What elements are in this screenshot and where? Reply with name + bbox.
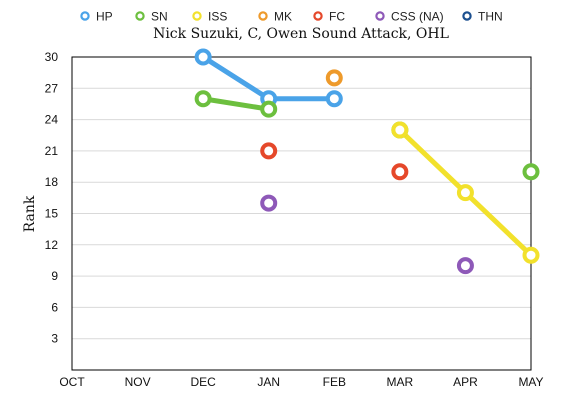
point-5-1 — [456, 257, 474, 275]
legend-marker-1 — [135, 11, 145, 21]
legend-label-3: MK — [274, 10, 292, 24]
y-tick-3: 3 — [51, 332, 58, 346]
legend-label-6: THN — [478, 10, 503, 24]
point-1-3 — [522, 163, 540, 181]
point-0-0 — [194, 48, 212, 66]
x-tick-jan: JAN — [257, 375, 280, 389]
legend-marker-3 — [258, 11, 268, 21]
x-tick-feb: FEB — [323, 375, 346, 389]
x-tick-oct: OCT — [59, 375, 85, 389]
legend-label-4: FC — [329, 10, 345, 24]
point-4-1 — [391, 163, 409, 181]
point-2-1 — [456, 184, 474, 202]
chart-title: Nick Suzuki, C, Owen Sound Attack, OHL — [153, 26, 449, 42]
x-tick-mar: MAR — [387, 375, 414, 389]
legend: HP SN ISS MK FC CSS (NA) THN — [80, 10, 503, 24]
legend-marker-0 — [80, 11, 90, 21]
x-tick-dec: DEC — [190, 375, 216, 389]
series-line-1 — [200, 96, 272, 112]
point-1-0 — [194, 90, 212, 108]
data-points — [194, 48, 540, 275]
point-5-0 — [260, 194, 278, 212]
legend-label-2: ISS — [208, 10, 227, 24]
legend-marker-5 — [375, 11, 385, 21]
y-tick-9: 9 — [51, 269, 58, 283]
y-tick-24: 24 — [45, 113, 59, 127]
y-tick-18: 18 — [45, 175, 59, 189]
legend-label-1: SN — [151, 10, 168, 24]
y-tick-30: 30 — [45, 50, 59, 64]
legend-marker-2 — [192, 11, 202, 21]
y-axis-label: Rank — [22, 195, 38, 232]
point-4-0 — [260, 142, 278, 160]
y-tick-6: 6 — [51, 300, 58, 314]
x-tick-labels: OCT NOV DEC JAN FEB MAR APR MAY — [59, 375, 543, 389]
plot-frame — [71, 56, 532, 371]
point-1-1 — [260, 100, 278, 118]
point-2-0 — [391, 121, 409, 139]
point-3-0 — [325, 69, 343, 87]
y-tick-15: 15 — [45, 207, 59, 221]
y-tick-labels: 3 6 9 12 15 18 21 24 27 30 — [45, 50, 59, 346]
y-tick-12: 12 — [45, 238, 59, 252]
legend-marker-4 — [313, 11, 323, 21]
y-tick-21: 21 — [45, 144, 59, 158]
x-tick-may: MAY — [518, 375, 543, 389]
x-tick-apr: APR — [453, 375, 478, 389]
x-tick-nov: NOV — [125, 375, 151, 389]
legend-marker-6 — [462, 11, 472, 21]
legend-label-5: CSS (NA) — [391, 10, 444, 24]
point-0-2 — [325, 90, 343, 108]
legend-label-0: HP — [96, 10, 113, 24]
series-lines — [200, 54, 534, 258]
point-2-2 — [522, 246, 540, 264]
y-tick-27: 27 — [45, 81, 59, 95]
